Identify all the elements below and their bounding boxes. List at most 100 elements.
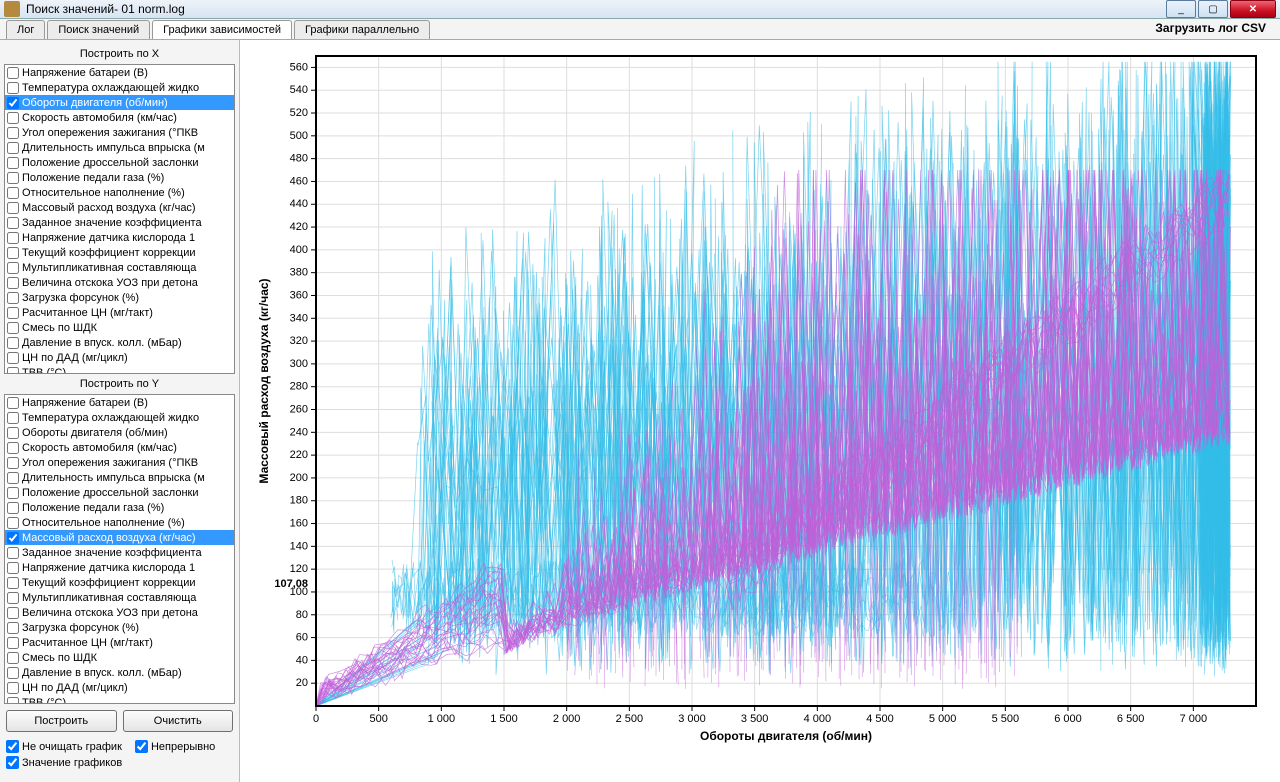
list-item[interactable]: Мультипликативная составляюща: [5, 590, 234, 605]
list-item[interactable]: Смесь по ШДК: [5, 320, 234, 335]
dependency-chart[interactable]: 05001 0001 5002 0002 5003 0003 5004 0004…: [246, 46, 1266, 746]
list-item-checkbox[interactable]: [7, 172, 19, 184]
list-item-checkbox[interactable]: [7, 112, 19, 124]
list-item[interactable]: Скорость автомобиля (км/час): [5, 110, 234, 125]
list-item-checkbox[interactable]: [7, 457, 19, 469]
list-item-checkbox[interactable]: [7, 472, 19, 484]
list-item[interactable]: ТВВ (°С): [5, 695, 234, 704]
tab-Графики зависимостей[interactable]: Графики зависимостей: [152, 20, 292, 39]
tab-Лог[interactable]: Лог: [6, 20, 45, 39]
list-item[interactable]: Давление в впуск. колл. (мБар): [5, 665, 234, 680]
list-item[interactable]: Положение педали газа (%): [5, 170, 234, 185]
list-item[interactable]: Угол опережения зажигания (°ПКВ: [5, 125, 234, 140]
minimize-button[interactable]: _: [1166, 0, 1196, 18]
list-item-checkbox[interactable]: [7, 157, 19, 169]
list-item[interactable]: Текущий коэффициент коррекции: [5, 575, 234, 590]
list-item[interactable]: Загрузка форсунок (%): [5, 620, 234, 635]
list-item-checkbox[interactable]: [7, 622, 19, 634]
maximize-button[interactable]: ▢: [1198, 0, 1228, 18]
list-item[interactable]: Длительность импульса впрыска (м: [5, 470, 234, 485]
list-item-checkbox[interactable]: [7, 697, 19, 705]
list-item[interactable]: Скорость автомобиля (км/час): [5, 440, 234, 455]
close-button[interactable]: ✕: [1230, 0, 1276, 18]
tab-Поиск значений[interactable]: Поиск значений: [47, 20, 150, 39]
checkbox-values[interactable]: Значение графиков: [6, 756, 122, 769]
list-item-checkbox[interactable]: [7, 577, 19, 589]
list-item-checkbox[interactable]: [7, 142, 19, 154]
list-item[interactable]: Относительное наполнение (%): [5, 515, 234, 530]
list-item-checkbox[interactable]: [7, 262, 19, 274]
load-csv-button[interactable]: Загрузить лог CSV: [1149, 19, 1272, 37]
list-item[interactable]: Напряжение датчика кислорода 1: [5, 560, 234, 575]
list-item[interactable]: Относительное наполнение (%): [5, 185, 234, 200]
list-item-checkbox[interactable]: [7, 532, 19, 544]
list-item-checkbox[interactable]: [7, 637, 19, 649]
list-item-checkbox[interactable]: [7, 562, 19, 574]
list-item-checkbox[interactable]: [7, 682, 19, 694]
list-item-checkbox[interactable]: [7, 517, 19, 529]
list-item[interactable]: Обороты двигателя (об/мин): [5, 425, 234, 440]
list-item-checkbox[interactable]: [7, 127, 19, 139]
list-item[interactable]: Массовый расход воздуха (кг/час): [5, 200, 234, 215]
list-item-checkbox[interactable]: [7, 187, 19, 199]
list-item-checkbox[interactable]: [7, 427, 19, 439]
list-item[interactable]: Заданное значение коэффициента: [5, 545, 234, 560]
list-item[interactable]: Величина отскока УОЗ при детона: [5, 605, 234, 620]
list-item[interactable]: Длительность импульса впрыска (м: [5, 140, 234, 155]
list-item-checkbox[interactable]: [7, 352, 19, 364]
list-item-checkbox[interactable]: [7, 82, 19, 94]
y-parameter-list[interactable]: Напряжение батареи (В)Температура охлажд…: [4, 394, 235, 704]
list-item[interactable]: Температура охлаждающей жидко: [5, 80, 234, 95]
list-item-checkbox[interactable]: [7, 337, 19, 349]
list-item-checkbox[interactable]: [7, 277, 19, 289]
list-item[interactable]: Давление в впуск. колл. (мБар): [5, 335, 234, 350]
list-item-checkbox[interactable]: [7, 607, 19, 619]
list-item[interactable]: Заданное значение коэффициента: [5, 215, 234, 230]
list-item-checkbox[interactable]: [7, 307, 19, 319]
checkbox-noclear[interactable]: Не очищать график: [6, 740, 122, 753]
list-item[interactable]: ЦН по ДАД (мг/цикл): [5, 680, 234, 695]
list-item[interactable]: Температура охлаждающей жидко: [5, 410, 234, 425]
list-item[interactable]: Положение дроссельной заслонки: [5, 155, 234, 170]
list-item-checkbox[interactable]: [7, 67, 19, 79]
list-item[interactable]: Обороты двигателя (об/мин): [5, 95, 234, 110]
list-item[interactable]: Мультипликативная составляюща: [5, 260, 234, 275]
list-item[interactable]: Величина отскока УОЗ при детона: [5, 275, 234, 290]
list-item-checkbox[interactable]: [7, 592, 19, 604]
list-item-checkbox[interactable]: [7, 292, 19, 304]
list-item-checkbox[interactable]: [7, 97, 19, 109]
x-parameter-list[interactable]: Напряжение батареи (В)Температура охлажд…: [4, 64, 235, 374]
tab-Графики параллельно[interactable]: Графики параллельно: [294, 20, 430, 39]
list-item-checkbox[interactable]: [7, 667, 19, 679]
list-item-checkbox[interactable]: [7, 202, 19, 214]
list-item-checkbox[interactable]: [7, 232, 19, 244]
list-item[interactable]: Загрузка форсунок (%): [5, 290, 234, 305]
list-item[interactable]: Смесь по ШДК: [5, 650, 234, 665]
build-button[interactable]: Построить: [6, 710, 117, 732]
list-item-checkbox[interactable]: [7, 247, 19, 259]
list-item-checkbox[interactable]: [7, 322, 19, 334]
list-item-checkbox[interactable]: [7, 487, 19, 499]
list-item-checkbox[interactable]: [7, 397, 19, 409]
list-item[interactable]: Напряжение датчика кислорода 1: [5, 230, 234, 245]
clear-button[interactable]: Очистить: [123, 710, 234, 732]
list-item[interactable]: Напряжение батареи (В): [5, 395, 234, 410]
list-item[interactable]: Массовый расход воздуха (кг/час): [5, 530, 234, 545]
list-item[interactable]: Расчитанное ЦН (мг/такт): [5, 635, 234, 650]
list-item[interactable]: Расчитанное ЦН (мг/такт): [5, 305, 234, 320]
list-item-checkbox[interactable]: [7, 367, 19, 375]
list-item[interactable]: Положение дроссельной заслонки: [5, 485, 234, 500]
list-item[interactable]: Текущий коэффициент коррекции: [5, 245, 234, 260]
checkbox-continuous[interactable]: Непрерывно: [135, 740, 215, 753]
list-item-checkbox[interactable]: [7, 652, 19, 664]
list-item[interactable]: ЦН по ДАД (мг/цикл): [5, 350, 234, 365]
list-item-checkbox[interactable]: [7, 442, 19, 454]
list-item-checkbox[interactable]: [7, 502, 19, 514]
list-item[interactable]: ТВВ (°С): [5, 365, 234, 374]
list-item[interactable]: Положение педали газа (%): [5, 500, 234, 515]
list-item-checkbox[interactable]: [7, 412, 19, 424]
list-item-checkbox[interactable]: [7, 547, 19, 559]
list-item[interactable]: Угол опережения зажигания (°ПКВ: [5, 455, 234, 470]
list-item[interactable]: Напряжение батареи (В): [5, 65, 234, 80]
list-item-checkbox[interactable]: [7, 217, 19, 229]
